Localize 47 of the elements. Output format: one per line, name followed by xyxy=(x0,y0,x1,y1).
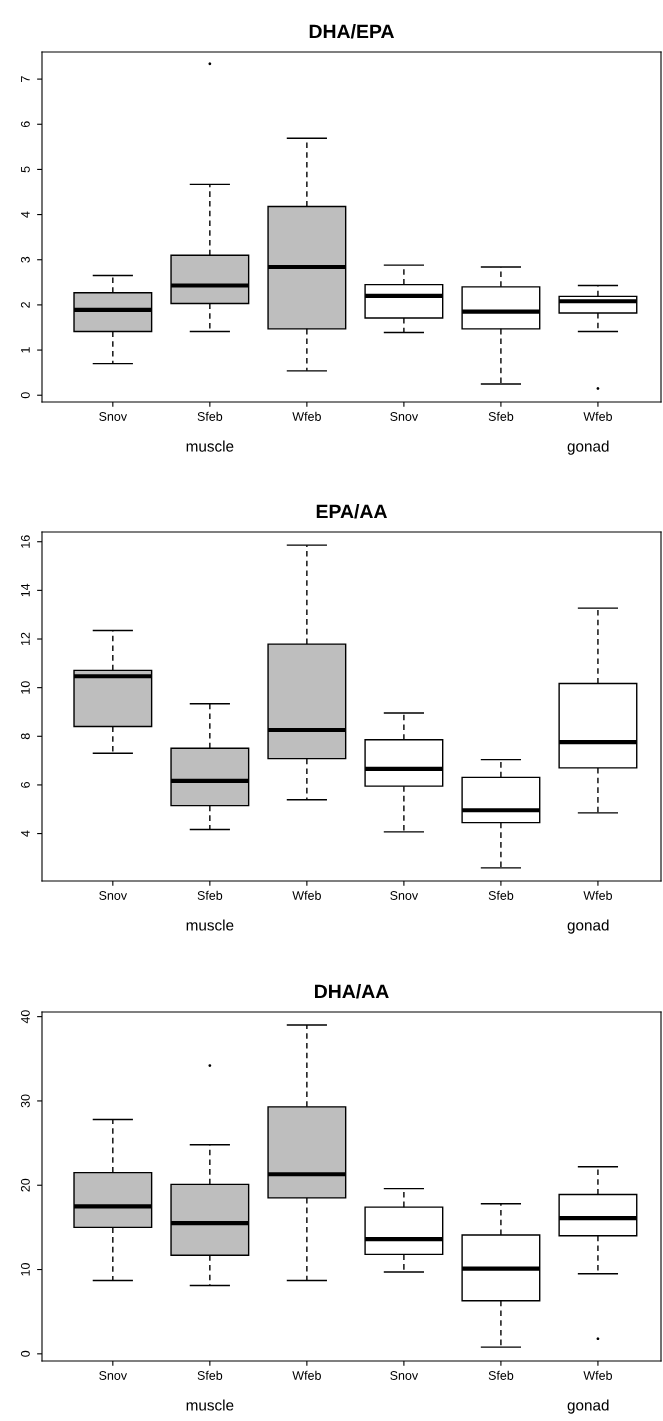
x-tick-label: Wfeb xyxy=(583,890,612,900)
x-tick-label: Sfeb xyxy=(488,411,514,421)
text: muscle xyxy=(186,1399,234,1411)
y-tick-label: 8 xyxy=(20,733,30,740)
chart-title: DHA/EPA xyxy=(309,24,395,39)
text: muscle xyxy=(186,919,234,931)
y-tick-label: 4 xyxy=(21,211,30,218)
y-tick-label: 10 xyxy=(20,681,30,694)
text: muscle xyxy=(186,440,234,452)
x-tick-label: Snov xyxy=(390,1371,419,1380)
y-tick-label: 0 xyxy=(20,1350,30,1357)
text: gonad xyxy=(567,1399,609,1414)
x-tick-label: Wfeb xyxy=(292,1370,321,1380)
x-tick-label: Snov xyxy=(390,412,419,421)
x-tick-label: Snov xyxy=(99,891,128,900)
y-tick-label: 4 xyxy=(21,830,30,837)
y-tick-label: 7 xyxy=(21,76,30,82)
y-tick-label: 40 xyxy=(20,1010,30,1024)
y-tick-label: 1 xyxy=(21,347,30,353)
y-tick-label: 14 xyxy=(21,583,30,597)
y-tick-label: 20 xyxy=(20,1178,30,1192)
y-tick-label: 3 xyxy=(20,256,30,263)
x-tick-label: Snov xyxy=(99,412,128,421)
x-tick-label: Sfeb xyxy=(197,890,223,900)
x-tick-label: Snov xyxy=(99,1371,128,1380)
x-tick-label: Sfeb xyxy=(197,411,223,421)
x-tick-label: Sfeb xyxy=(197,1370,223,1380)
y-tick-label: 0 xyxy=(20,392,30,399)
y-tick-label: 5 xyxy=(21,166,30,173)
x-tick-label: Sfeb xyxy=(488,890,514,900)
x-tick-label: Snov xyxy=(390,891,419,900)
text: gonad xyxy=(567,919,609,934)
chart-title: DHA/AA xyxy=(314,984,389,999)
x-tick-label: Wfeb xyxy=(583,411,612,421)
y-tick-label: 10 xyxy=(20,1263,30,1276)
y-tick-label: 30 xyxy=(20,1094,30,1108)
x-tick-label: Wfeb xyxy=(583,1370,612,1380)
text: gonad xyxy=(567,440,609,455)
chart-title: EPA/AA xyxy=(316,504,387,519)
x-tick-label: Sfeb xyxy=(488,1370,514,1380)
y-tick-label: 2 xyxy=(20,302,30,308)
y-tick-label: 6 xyxy=(20,121,30,128)
x-tick-label: Wfeb xyxy=(292,411,321,421)
x-tick-label: Wfeb xyxy=(292,890,321,900)
y-tick-label: 12 xyxy=(20,632,30,646)
y-tick-label: 6 xyxy=(20,782,30,788)
y-tick-label: 16 xyxy=(20,535,30,548)
